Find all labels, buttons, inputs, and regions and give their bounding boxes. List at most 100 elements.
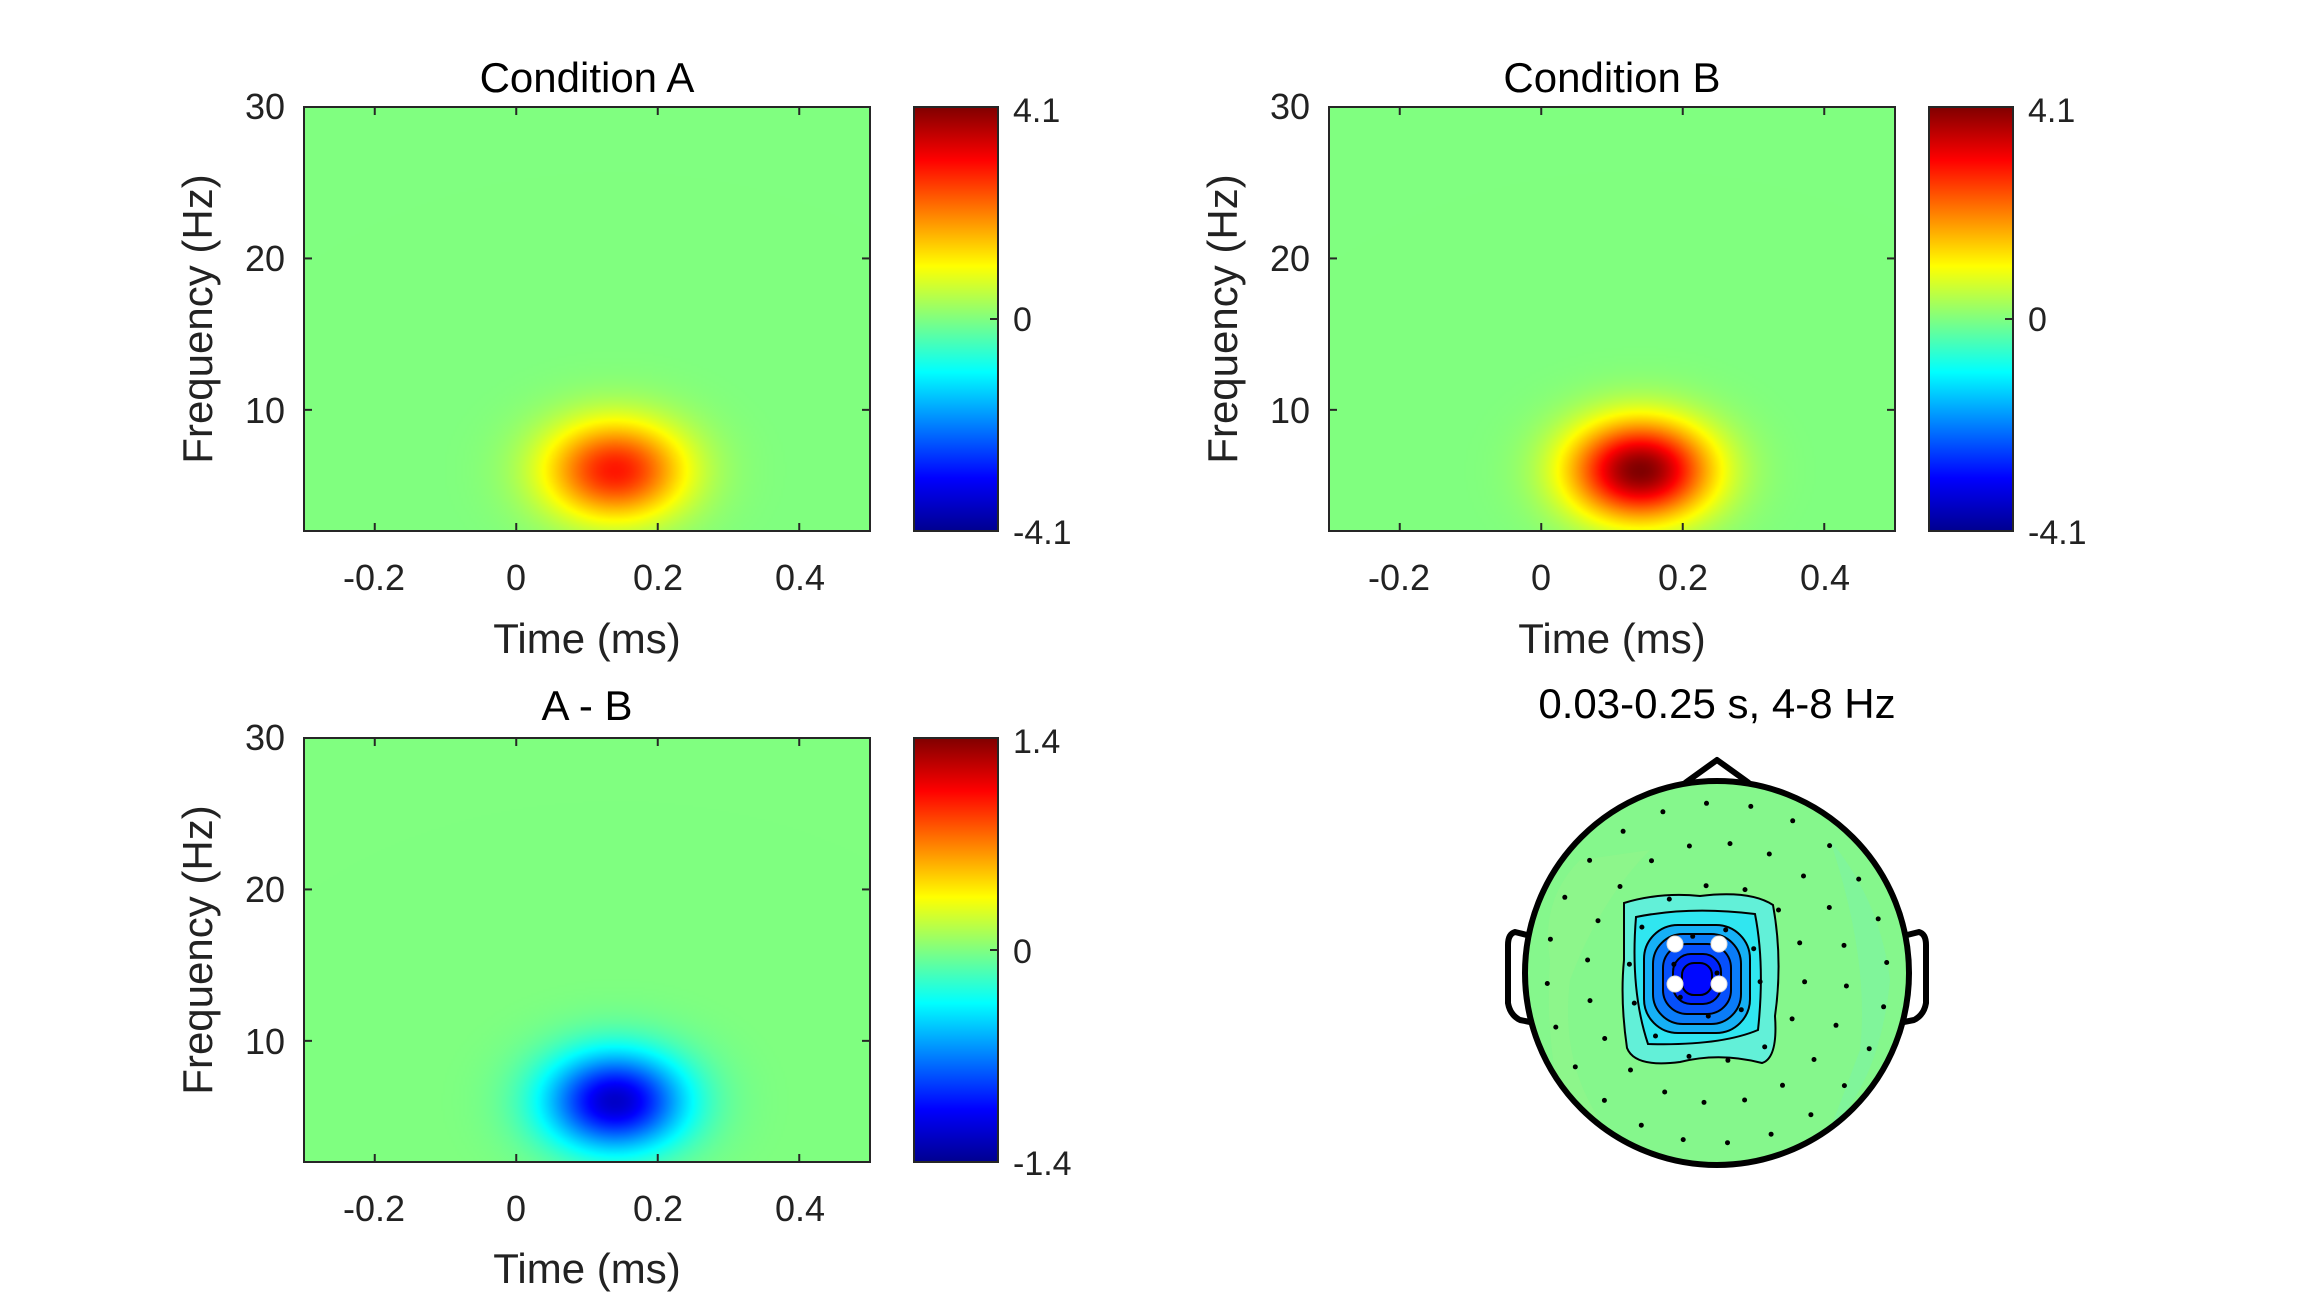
highlighted-electrode	[1710, 975, 1728, 993]
topoplot-map	[1525, 781, 1909, 1165]
xtick-a-m02: -0.2	[343, 557, 405, 598]
electrode-dot	[1866, 1046, 1872, 1052]
electrode-dot	[1562, 894, 1568, 900]
electrode-dot	[1653, 1033, 1658, 1039]
electrode-dot	[1780, 1082, 1785, 1088]
electrode-dot	[1705, 1013, 1711, 1019]
colorbar-a-min: -4.1	[1013, 514, 1072, 552]
electrode-dot	[1585, 957, 1591, 963]
electrode-dot	[1881, 1004, 1887, 1010]
electrode-dot	[1601, 1097, 1607, 1103]
electrode-dot	[1666, 896, 1672, 902]
colorbar-ticks-a	[990, 106, 998, 532]
ytick-b-30: 30	[1270, 86, 1310, 127]
electrode-dot	[1884, 960, 1890, 965]
electrode-dot	[1789, 1016, 1795, 1022]
xtick-b-0: 0	[1531, 557, 1551, 598]
xtick-a-02: 0.2	[633, 557, 683, 598]
ytick-a-30: 30	[245, 86, 285, 127]
heatmap-image-a	[304, 107, 870, 531]
electrode-dot	[1544, 981, 1550, 986]
electrode-dot	[1677, 994, 1683, 1000]
highlighted-electrode	[1666, 975, 1684, 993]
electrode-dot	[1587, 857, 1593, 863]
electrode-dot	[1701, 1099, 1707, 1105]
electrode-dot	[1742, 1097, 1748, 1103]
electrode-dot	[1725, 1140, 1730, 1146]
colorbar-diff-min: -1.4	[1013, 1145, 1072, 1183]
topoplot-title: 0.03-0.25 s, 4-8 Hz	[1538, 680, 1895, 727]
electrode-dot	[1628, 1067, 1633, 1073]
electrode-dot	[1703, 883, 1709, 889]
colorbar-b-zero: 0	[2028, 301, 2047, 339]
heatmap-image-diff	[304, 738, 870, 1162]
plot-frame	[303, 737, 871, 1163]
ytick-b-10: 10	[1270, 390, 1310, 431]
electrode-dot	[1827, 843, 1833, 849]
electrode-dot	[1602, 1036, 1608, 1041]
xlabel-a: Time (ms)	[493, 615, 680, 662]
electrode-dot	[1801, 873, 1806, 879]
panel-difference: A - B 30 20 10 -0.2 0 0.2 0.4 Time (ms) …	[174, 682, 1072, 1292]
highlighted-electrode	[1710, 935, 1728, 953]
electrode-dot	[1587, 998, 1593, 1004]
electrode-dot	[1690, 933, 1696, 939]
xlabel-b: Time (ms)	[1518, 615, 1705, 662]
ytick-b-20: 20	[1270, 238, 1310, 279]
colorbar-a-zero: 0	[1013, 301, 1032, 339]
ylabel-b: Frequency (Hz)	[1199, 174, 1246, 463]
electrode-dot	[1723, 927, 1729, 933]
ytick-diff-20: 20	[245, 869, 285, 910]
electrode-dot	[1662, 1089, 1668, 1095]
highlighted-electrode	[1666, 935, 1684, 953]
electrode-dot	[1671, 961, 1677, 967]
electrode-markers	[1544, 800, 1890, 1146]
electrode-dot	[1620, 828, 1626, 834]
panel-condition-b: Condition B 30 20 10 -0.2 0 0.2 0.4 Time…	[1199, 54, 2087, 662]
ylabel-a: Frequency (Hz)	[174, 174, 221, 463]
axes-frame-diff	[303, 737, 871, 1163]
electrode-dot	[1649, 858, 1654, 864]
electrode-dot	[1639, 924, 1645, 930]
electrode-dot	[1762, 1044, 1768, 1050]
xtick-a-0: 0	[506, 557, 526, 598]
ytick-a-20: 20	[245, 238, 285, 279]
panel-title-b: Condition B	[1503, 54, 1720, 101]
ytick-a-10: 10	[245, 390, 285, 431]
colorbar-diff	[913, 737, 999, 1163]
electrode-dot	[1638, 1122, 1644, 1128]
electrode-dot	[1714, 970, 1720, 976]
electrode-dot	[1631, 1000, 1637, 1006]
xtick-b-04: 0.4	[1800, 557, 1850, 598]
xtick-b-m02: -0.2	[1368, 557, 1430, 598]
electrode-dot	[1738, 1007, 1744, 1013]
right-ear-outline	[1903, 929, 1929, 1025]
electrode-dot	[1841, 942, 1847, 948]
electrode-dot	[1843, 983, 1849, 989]
electrode-dot	[1808, 1112, 1814, 1118]
electrode-dot	[1790, 818, 1796, 824]
electrode-dot	[1766, 851, 1772, 857]
electrode-dot	[1686, 843, 1692, 849]
electrode-dot	[1686, 1053, 1692, 1059]
electrode-dot	[1751, 946, 1757, 952]
electrode-dot	[1797, 940, 1803, 946]
xtick-b-02: 0.2	[1658, 557, 1708, 598]
xlabel-diff: Time (ms)	[493, 1245, 680, 1292]
electrode-dot	[1727, 841, 1733, 847]
nose-outline	[1683, 757, 1751, 786]
panel-title-diff: A - B	[541, 682, 632, 729]
electrode-dot	[1826, 905, 1832, 910]
electrode-dot	[1841, 1083, 1847, 1089]
electrode-dot	[1802, 979, 1808, 985]
colorbar-diff-max: 1.4	[1013, 723, 1060, 761]
electrode-dot	[1704, 800, 1709, 806]
colorbar-ticks-b	[2005, 106, 2013, 532]
electrode-dot	[1553, 1024, 1559, 1030]
electrode-dot	[1811, 1057, 1817, 1062]
head-outline	[1522, 778, 1912, 1168]
electrode-dot	[1742, 887, 1748, 893]
plot-frame	[1328, 106, 1896, 532]
panel-topoplot: 0.03-0.25 s, 4-8 Hz	[1505, 680, 1929, 1168]
electrode-dot	[1757, 979, 1763, 985]
